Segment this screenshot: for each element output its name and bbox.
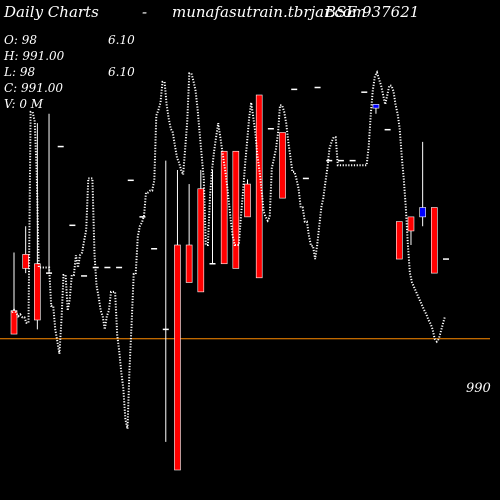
candle-body (232, 150, 240, 269)
price-line-group (11, 69, 446, 430)
close-label: C: 991.00 (4, 81, 64, 95)
symbol-name: BSE 937621 (325, 3, 420, 21)
candle-body (220, 150, 228, 265)
candle-body (279, 132, 286, 199)
title-separator: - (142, 3, 148, 21)
low-extra: 6.10 (108, 65, 135, 79)
open-label: O: 98 (4, 33, 37, 47)
candle-body (197, 188, 205, 293)
candle-body (395, 221, 403, 260)
candle-body (10, 310, 18, 335)
candle-body (431, 207, 438, 274)
candle-body (372, 104, 380, 109)
site-name: munafasutrain.tbrjar.com (172, 3, 367, 21)
candle-body (407, 216, 415, 232)
reference-line-label: 990 (466, 381, 491, 396)
low-label: L: 98 (4, 65, 36, 79)
candle-body (255, 94, 263, 279)
volume-label: V: 0 M (4, 97, 44, 111)
high-label: H: 991.00 (4, 49, 65, 63)
chart-title: Daily Charts (4, 3, 99, 21)
candle-body (244, 183, 251, 218)
candle-body (22, 254, 29, 269)
candle-body (34, 263, 41, 321)
price-line (11, 69, 446, 430)
candle-body (174, 244, 181, 471)
candle-body (185, 244, 193, 283)
candles-group (10, 86, 449, 471)
open-extra: 6.10 (108, 33, 135, 47)
candle-body (419, 207, 426, 218)
